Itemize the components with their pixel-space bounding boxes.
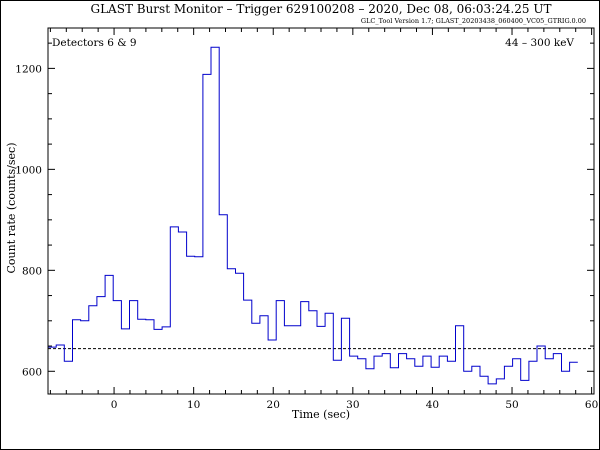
energy-range-annotation: 44 – 300 keV: [505, 37, 574, 49]
detectors-annotation: Detectors 6 & 9: [52, 37, 137, 49]
tick-labels: 0 10 20 30 40 50 60 600 800 1000 1200: [15, 63, 598, 411]
chart-subtitle: GLC_Tool Version 1.7; GLAST_20203438_060…: [361, 17, 586, 25]
y-tick-label: 800: [22, 265, 42, 277]
x-tick-label: 10: [187, 399, 200, 411]
x-tick-label: 50: [505, 399, 518, 411]
x-tick-label: 20: [267, 399, 280, 411]
x-tick-label: 60: [585, 399, 598, 411]
y-tick-label: 1000: [15, 164, 42, 176]
x-tick-label: 30: [346, 399, 359, 411]
y-tick-label: 1200: [15, 63, 42, 75]
y-tick-label: 600: [22, 366, 42, 378]
plot-frame: [47, 27, 595, 395]
y-axis-label: Count rate (counts/sec): [5, 143, 18, 274]
x-tick-label: 40: [426, 399, 439, 411]
x-axis-label: Time (sec): [292, 408, 350, 421]
x-tick-label: 0: [111, 399, 118, 411]
count-rate-lightcurve: [48, 46, 578, 385]
chart-title: GLAST Burst Monitor – Trigger 629100208 …: [91, 2, 552, 16]
tick-marks: [48, 28, 594, 394]
